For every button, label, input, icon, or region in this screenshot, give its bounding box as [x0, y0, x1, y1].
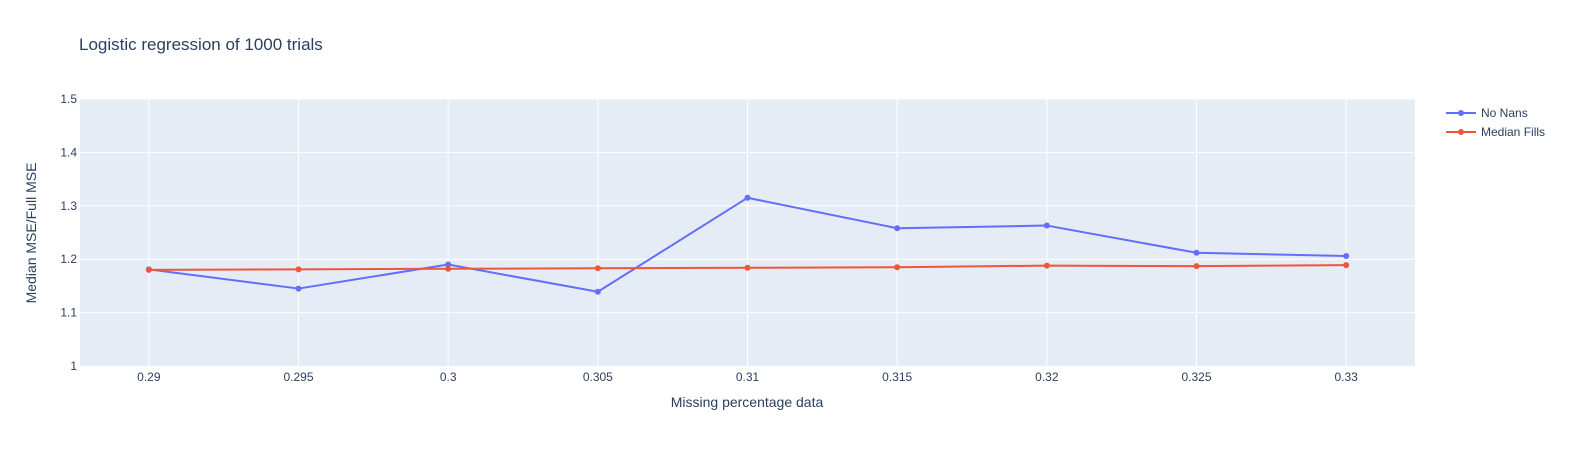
x-tick-label: 0.31 — [736, 370, 760, 384]
data-point[interactable] — [445, 261, 452, 268]
data-point[interactable] — [744, 264, 751, 271]
legend-label: No Nans — [1481, 106, 1528, 120]
data-point[interactable] — [594, 265, 601, 272]
series-layer — [145, 194, 1350, 295]
legend-marker — [1458, 110, 1464, 116]
x-tick-label: 0.32 — [1035, 370, 1059, 384]
data-point[interactable] — [295, 266, 302, 273]
series-median-fills — [145, 262, 1350, 273]
data-point[interactable] — [1043, 262, 1050, 269]
y-tick-label: 1.2 — [60, 252, 77, 266]
series-no-nans — [145, 194, 1350, 295]
data-point[interactable] — [594, 288, 601, 295]
legend: No Nans Median Fills — [1446, 106, 1545, 139]
data-point[interactable] — [894, 225, 901, 232]
chart-title: Logistic regression of 1000 trials — [79, 35, 323, 54]
legend-item[interactable]: No Nans — [1446, 106, 1528, 120]
data-point[interactable] — [145, 266, 152, 273]
y-tick-label: 1 — [70, 359, 77, 373]
data-point[interactable] — [295, 285, 302, 292]
y-axis-title: Median MSE/Full MSE — [23, 163, 39, 304]
x-tick-label: 0.33 — [1334, 370, 1358, 384]
data-point[interactable] — [1193, 249, 1200, 256]
y-tick-label: 1.5 — [60, 92, 77, 106]
legend-marker — [1458, 129, 1464, 135]
x-axis-title: Missing percentage data — [671, 394, 824, 410]
data-point[interactable] — [744, 194, 751, 201]
data-point[interactable] — [1343, 252, 1350, 259]
x-tick-label: 0.325 — [1181, 370, 1211, 384]
y-tick-label: 1.1 — [60, 306, 77, 320]
x-tick-label: 0.305 — [583, 370, 613, 384]
x-tick-label: 0.3 — [440, 370, 457, 384]
y-axis-ticks: 1 1.1 1.2 1.3 1.4 1.5 — [60, 92, 77, 373]
legend-label: Median Fills — [1481, 125, 1545, 139]
data-point[interactable] — [1043, 222, 1050, 229]
data-point[interactable] — [445, 265, 452, 272]
x-tick-label: 0.295 — [283, 370, 313, 384]
x-tick-label: 0.315 — [882, 370, 912, 384]
grid — [80, 98, 1415, 366]
x-axis-ticks: 0.29 0.295 0.3 0.305 0.31 0.315 0.32 0.325 0.33 — [137, 370, 1358, 384]
y-tick-label: 1.3 — [60, 199, 77, 213]
data-point[interactable] — [1193, 263, 1200, 270]
x-tick-label: 0.29 — [137, 370, 161, 384]
legend-item[interactable]: Median Fills — [1446, 125, 1545, 139]
data-point[interactable] — [1343, 262, 1350, 269]
data-point[interactable] — [894, 264, 901, 271]
y-tick-label: 1.4 — [60, 145, 77, 159]
